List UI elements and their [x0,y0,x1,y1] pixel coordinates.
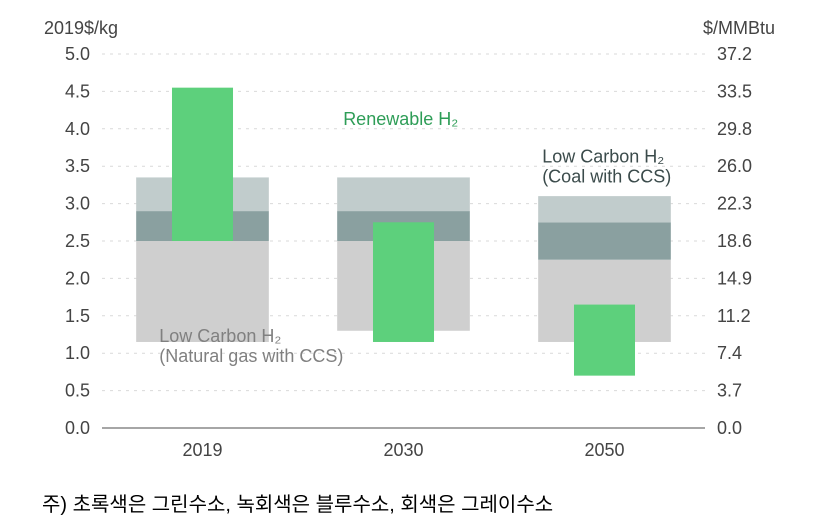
legend-natgas_ccs: Low Carbon H₂ [159,326,281,346]
legend-coal_ccs: (Coal with CCS) [542,166,671,186]
right-tick-label: 22.3 [717,194,752,214]
legend-coal_ccs: Low Carbon H₂ [542,146,664,166]
right-tick-label: 11.2 [717,306,751,326]
left-tick-label: 0.5 [65,381,90,401]
bar-coal_ccs_top [538,196,671,222]
bar-renewable [574,305,635,376]
x-tick-label: 2050 [584,440,624,460]
bar-coal_ccs [538,222,671,259]
legend-renewable: Renewable H₂ [343,109,458,129]
x-tick-label: 2019 [182,440,222,460]
chart-footnote: 주) 초록색은 그린수소, 녹회색은 블루수소, 회색은 그레이수소 [42,488,553,517]
right-tick-label: 37.2 [717,44,752,64]
right-tick-label: 29.8 [717,119,752,139]
legend-natgas_ccs: (Natural gas with CCS) [159,346,343,366]
left-tick-label: 2.5 [65,231,90,251]
hydrogen-cost-chart: 0.0 0.0 0.5 3.7 1.0 7.4 1.5 11.2 2.0 14.9 2.5 18.6 3… [32,10,785,480]
chart-svg: 0.0 0.0 0.5 3.7 1.0 7.4 1.5 11.2 2.0 14.9 2.5 18.6 3… [32,10,785,480]
right-tick-label: 26.0 [717,156,752,176]
right-tick-label: 0.0 [717,418,742,438]
left-tick-label: 3.0 [65,194,90,214]
left-tick-label: 3.5 [65,156,90,176]
right-tick-label: 18.6 [717,231,752,251]
left-tick-label: 2.0 [65,268,90,288]
right-tick-label: 33.5 [717,81,752,101]
x-tick-label: 2030 [383,440,423,460]
left-tick-label: 5.0 [65,44,90,64]
right-tick-label: 7.4 [717,343,742,363]
right-axis-title: $/MMBtu [703,18,775,38]
left-tick-label: 0.0 [65,418,90,438]
left-tick-label: 1.0 [65,343,90,363]
bar-coal_ccs_top [337,177,470,211]
left-tick-label: 4.5 [65,81,90,101]
right-tick-label: 3.7 [717,381,742,401]
bar-renewable [373,222,434,342]
left-tick-label: 1.5 [65,306,90,326]
right-tick-label: 14.9 [717,268,752,288]
left-axis-title: 2019$/kg [44,18,118,38]
bar-renewable [172,88,233,241]
left-tick-label: 4.0 [65,119,90,139]
